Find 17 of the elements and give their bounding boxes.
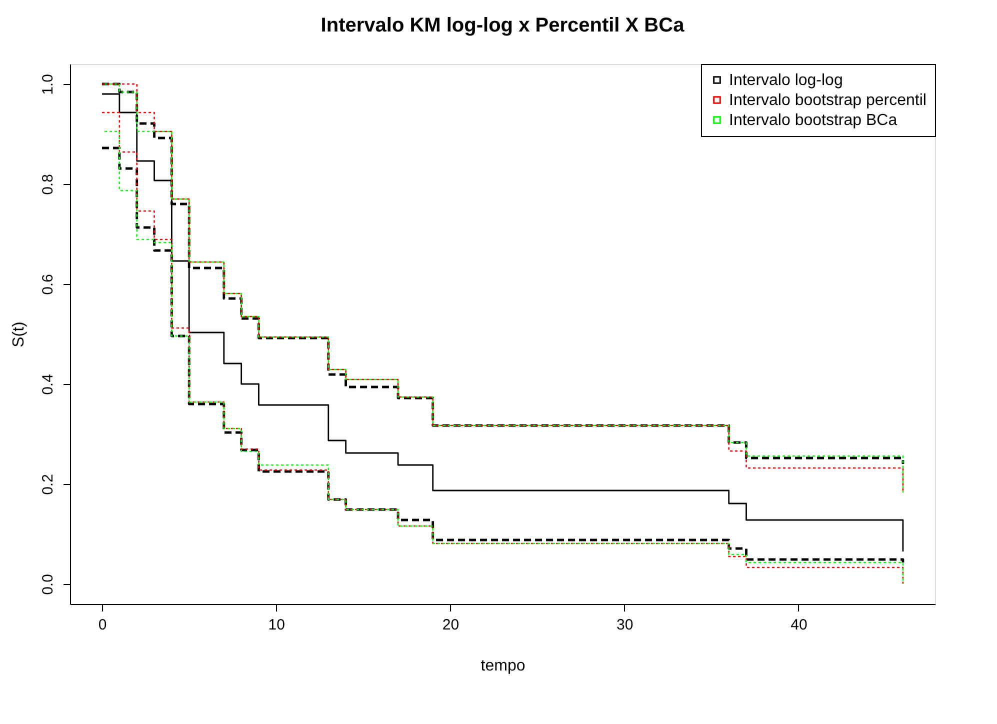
y-tick-label: 0.2 [40,474,56,495]
x-axis-title: tempo [480,658,526,674]
legend-label: Intervalo bootstrap BCa [729,112,898,129]
y-axis-title: S(t) [10,322,28,348]
y-tick-label: 0.4 [40,374,56,395]
x-tick-label: 10 [268,616,285,634]
x-tick-label: 40 [790,616,808,634]
chart-title: Intervalo KM log-log x Percentil X BCa [320,14,686,36]
x-tick-label: 20 [442,616,460,634]
y-tick-label: 1.0 [40,74,56,95]
y-tick-label: 0.6 [40,274,56,295]
x-tick-label: 30 [616,616,634,634]
x-tick-label: 0 [98,616,107,634]
y-tick-label: 0.8 [40,174,56,195]
y-tick-label: 0.0 [40,574,56,595]
legend-label: Intervalo log-log [729,72,843,89]
legend-label: Intervalo bootstrap percentil [729,92,926,109]
